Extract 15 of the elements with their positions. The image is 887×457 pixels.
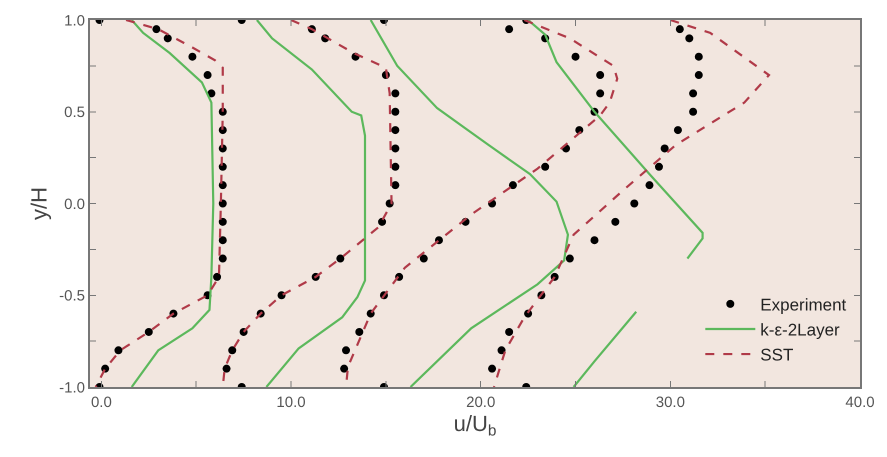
x-tick-label: 30.0 — [656, 394, 685, 411]
legend-label: k-ε-2Layer — [760, 320, 840, 340]
legend-label: SST — [760, 346, 794, 365]
y-tick-label: 1.0 — [64, 12, 85, 30]
x-tick-label: 20.0 — [466, 394, 496, 411]
x-tick-label: 10.0 — [276, 394, 306, 411]
y-tick-label: 0.5 — [64, 104, 85, 121]
y-tick-label: 0.0 — [64, 196, 85, 213]
x-axis-title: u/U$_{b}$ — [454, 411, 496, 440]
x-tick-label: 0.0 — [90, 394, 112, 411]
legend-label: Experiment — [760, 296, 847, 314]
y-axis-title: y/H — [26, 187, 52, 220]
x-tick-label: 40.0 — [845, 394, 875, 411]
y-tick-label: -0.5 — [59, 288, 85, 304]
y-tick-label: -1.0 — [59, 379, 85, 396]
